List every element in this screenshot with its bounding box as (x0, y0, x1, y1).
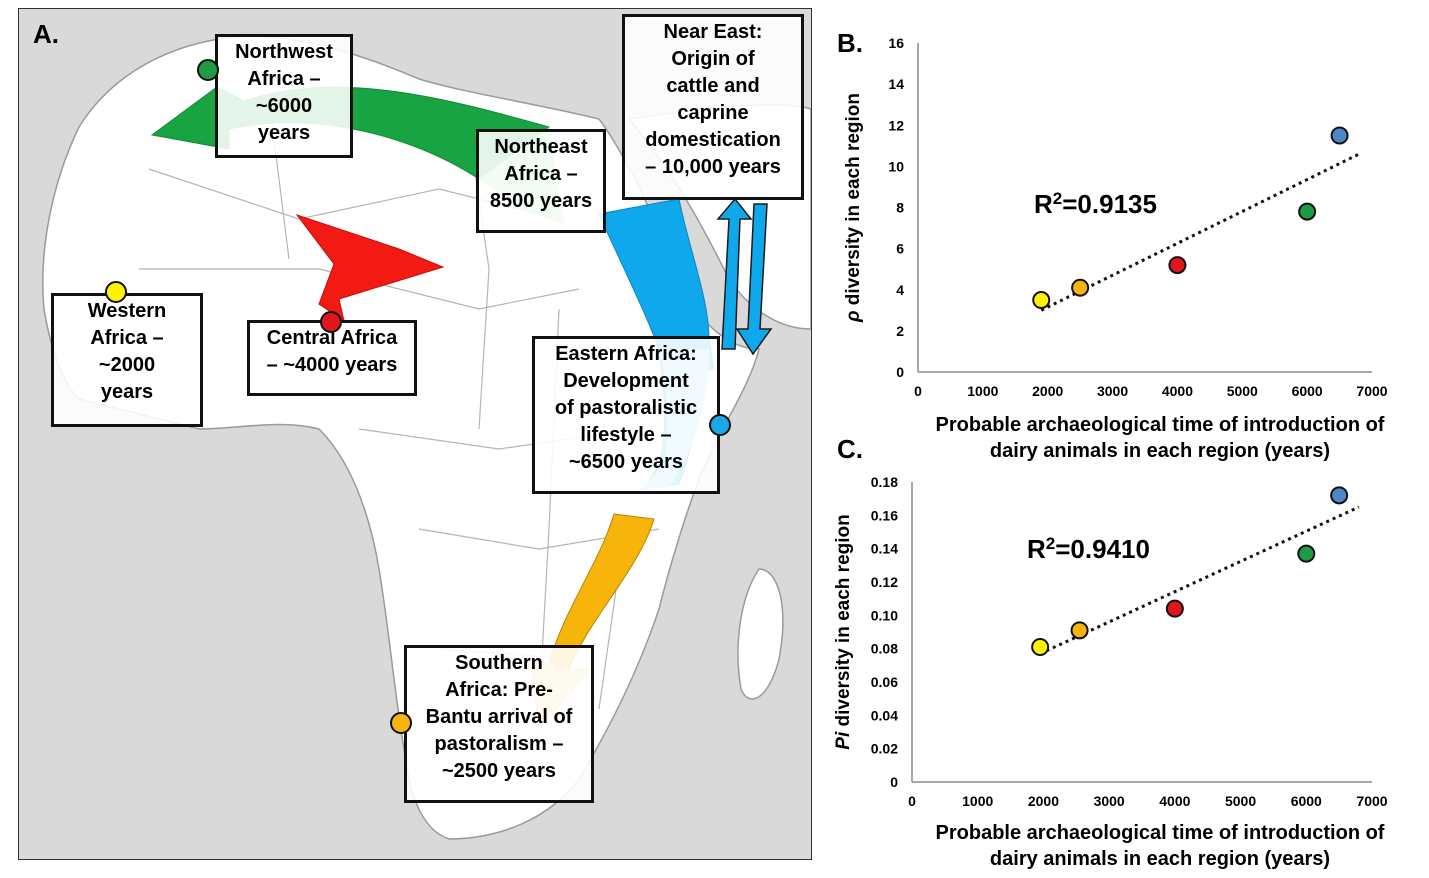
blue-up-arrow (716, 197, 753, 350)
chart-b-y-tick-label: 10 (888, 158, 904, 174)
chart-b-xlabel: Probable archaeological time of introduc… (935, 414, 1385, 462)
chart-c-r2-letter: R (1027, 534, 1046, 564)
chart-b-data-point (1168, 256, 1187, 275)
chart-b-data-point (1298, 202, 1317, 221)
region-box-eastern: Eastern Africa: Development of pastorali… (532, 336, 720, 494)
chart-b-y-tick-label: 4 (896, 282, 904, 298)
chart-c-y-tick-label: 0.10 (871, 607, 898, 623)
chart-b-y-tick-label: 8 (896, 200, 904, 216)
chart-c-x-tick-label: 5000 (1225, 793, 1256, 809)
chart-b-trendline (1040, 152, 1360, 312)
chart-c-y-tick-label: 0.16 (871, 507, 898, 523)
madagascar-landmass (737, 568, 784, 700)
chart-c-x-tick-label: 2000 (1028, 793, 1059, 809)
chart-b-panel-label: B. (837, 28, 863, 58)
chart-c-ylabel-rest: diversity in each region (833, 514, 854, 732)
chart-c-x-tick-label: 3000 (1094, 793, 1125, 809)
chart-c-y-tick-label: 0.08 (871, 641, 898, 657)
chart-b-ylabel-rest: diversity in each region (843, 93, 864, 311)
africa-map-panel: A. Northwest Africa – ~6000 years Northe… (18, 8, 812, 860)
chart-b-y-tick-label: 6 (896, 241, 904, 257)
blue-down-arrow (735, 203, 773, 356)
chart-c-data-point (1070, 621, 1089, 640)
region-box-western: Western Africa – ~2000 years (51, 293, 203, 427)
chart-c-data-point (1031, 638, 1050, 656)
region-box-central: Central Africa – ~4000 years (247, 320, 417, 396)
chart-b-x-tick-label: 1000 (967, 383, 998, 399)
chart-b-r2-letter: R (1034, 189, 1053, 219)
region-box-neareast: Near East: Origin of cattle and caprine … (622, 14, 804, 200)
chart-c-r2-label: R2=0.9410 (1027, 534, 1150, 565)
chart-c-y-tick-label: 0.04 (871, 707, 898, 723)
chart-c-y-tick-label: 0.06 (871, 674, 898, 690)
chart-b-data-point (1071, 278, 1090, 297)
marker-western (105, 281, 127, 303)
region-box-northeast: Northeast Africa – 8500 years (476, 129, 606, 233)
chart-c-r2-superscript: 2 (1046, 534, 1055, 553)
chart-c-x-tick-label: 1000 (962, 793, 993, 809)
red-arrow (295, 214, 445, 323)
chart-b-ylabel: ρ diversity in each region (843, 93, 864, 323)
chart-c-y-tick-label: 0.14 (871, 541, 898, 557)
marker-central (320, 311, 342, 333)
chart-b-x-tick-label: 7000 (1356, 383, 1387, 399)
chart-c-data-point (1297, 544, 1316, 563)
chart-b-data-point (1032, 291, 1051, 310)
chart-c-y-tick-label: 0.18 (871, 474, 898, 490)
chart-c-y-tick-label: 0.12 (871, 574, 898, 590)
region-box-southern: Southern Africa: Pre- Bantu arrival of p… (404, 645, 594, 803)
chart-b-x-tick-label: 2000 (1032, 383, 1063, 399)
chart-b-x-tick-label: 5000 (1227, 383, 1258, 399)
chart-b-x-tick-label: 4000 (1162, 383, 1193, 399)
chart-b-data-point (1330, 126, 1349, 145)
chart-c-x-tick-label: 6000 (1291, 793, 1322, 809)
chart-b-y-tick-label: 14 (888, 76, 904, 92)
chart-c-ylabel: Pi diversity in each region (833, 514, 854, 749)
chart-b-ylabel-symbol: ρ (843, 311, 864, 324)
chart-c-ylabel-symbol: Pi (833, 731, 854, 750)
chart-b-y-tick-label: 16 (888, 35, 904, 51)
marker-northwest (197, 59, 219, 81)
chart-c-y-tick-label: 0 (890, 774, 898, 790)
chart-c-y-tick-label: 0.02 (871, 741, 898, 757)
chart-c-data-point (1165, 599, 1184, 618)
chart-b-y-tick-label: 2 (896, 323, 904, 339)
chart-c-x-tick-label: 4000 (1159, 793, 1190, 809)
chart-c: C. 0 1000 2000 3000 4000 5000 6000 7000 0 0.02 0.04… (833, 434, 1388, 809)
chart-c-panel-label: C. (837, 434, 863, 464)
region-box-northwest: Northwest Africa – ~6000 years (215, 34, 353, 158)
chart-b-x-tick-label: 3000 (1097, 383, 1128, 399)
marker-eastern (709, 414, 731, 436)
chart-c-r2-value: =0.9410 (1055, 534, 1150, 564)
chart-b-r2-label: R2=0.9135 (1034, 189, 1157, 220)
marker-southern (390, 712, 412, 734)
chart-c-x-tick-label: 0 (908, 793, 916, 809)
chart-b-y-tick-label: 12 (888, 117, 904, 133)
chart-b-r2-superscript: 2 (1053, 189, 1062, 208)
chart-b: B. 0 1000 2000 3000 4000 5000 6000 7000 0 2 4 6 8 10 12… (837, 28, 1388, 399)
chart-b-y-tick-label: 0 (896, 364, 904, 380)
chart-b-x-tick-label: 6000 (1292, 383, 1323, 399)
panel-label-a: A. (33, 19, 59, 49)
chart-c-trendline (1039, 505, 1360, 656)
chart-c-data-point (1330, 486, 1349, 505)
chart-c-x-tick-label: 7000 (1356, 793, 1387, 809)
chart-c-xlabel: Probable archaeological time of introduc… (935, 822, 1385, 870)
chart-b-r2-value: =0.9135 (1062, 189, 1157, 219)
chart-b-x-tick-label: 0 (914, 383, 922, 399)
